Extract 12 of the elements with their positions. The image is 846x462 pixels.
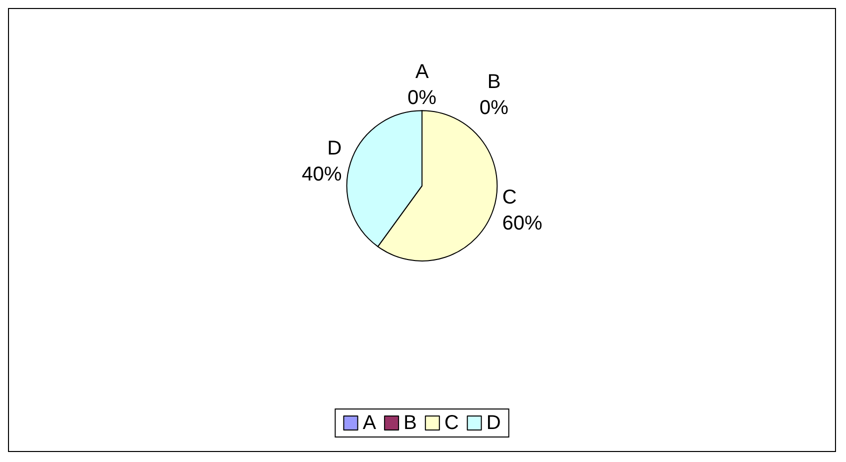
slice-label: C [502, 186, 517, 208]
text: 0% [408, 87, 436, 109]
category-label: B [487, 71, 501, 93]
data-label: 40% [302, 163, 342, 186]
data-label: 60% [502, 212, 543, 234]
category-label: A [415, 61, 429, 83]
slice-label: D [327, 137, 342, 160]
legend-label: D [486, 412, 501, 434]
legend-label: B [404, 412, 417, 434]
legend-label: C [444, 412, 459, 434]
legend-label: A [362, 412, 377, 434]
text: 0% [480, 97, 508, 119]
